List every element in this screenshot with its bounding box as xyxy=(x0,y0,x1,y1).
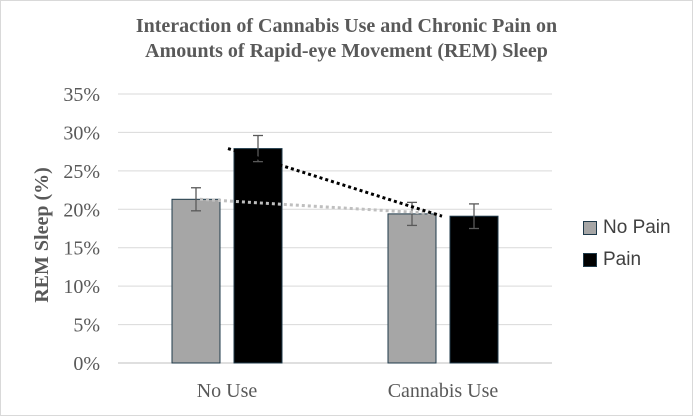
legend-swatch-no-pain xyxy=(583,221,597,235)
legend-item-no-pain: No Pain xyxy=(583,212,671,244)
bar xyxy=(387,213,437,364)
legend-item-pain: Pain xyxy=(583,244,671,276)
x-tick-label: No Use xyxy=(197,380,258,402)
y-tick-label: 10% xyxy=(63,276,100,298)
bar xyxy=(233,148,283,364)
legend-label-no-pain: No Pain xyxy=(603,217,671,238)
bar xyxy=(449,215,499,364)
x-axis-tick-labels: No Use Cannabis Use xyxy=(197,380,499,402)
y-tick-label: 15% xyxy=(63,238,100,260)
y-tick-label: 5% xyxy=(73,315,100,337)
legend: No Pain Pain xyxy=(583,212,671,276)
y-tick-label: 20% xyxy=(63,199,100,221)
bar xyxy=(171,198,221,364)
y-axis-tick-labels: 0% 5% 10% 15% 20% 25% 30% 35% xyxy=(63,84,100,375)
x-tick-label: Cannabis Use xyxy=(388,380,499,402)
y-tick-label: 25% xyxy=(63,161,100,183)
trend-line xyxy=(199,197,441,216)
legend-swatch-pain xyxy=(583,253,597,267)
y-tick-label: 35% xyxy=(63,84,100,106)
bars xyxy=(171,134,499,364)
chart-title: Interaction of Cannabis Use and Chronic … xyxy=(0,14,693,64)
y-axis-title: REM Sleep (%) xyxy=(31,167,53,303)
trend-lines xyxy=(199,147,443,218)
legend-label-pain: Pain xyxy=(603,249,642,270)
chart-title-line-1: Interaction of Cannabis Use and Chronic … xyxy=(135,15,558,37)
trend-line xyxy=(227,147,443,218)
y-tick-label: 0% xyxy=(73,353,100,375)
chart-title-line-2: Amounts of Rapid-eye Movement (REM) Slee… xyxy=(145,40,548,62)
y-tick-label: 30% xyxy=(63,122,100,144)
